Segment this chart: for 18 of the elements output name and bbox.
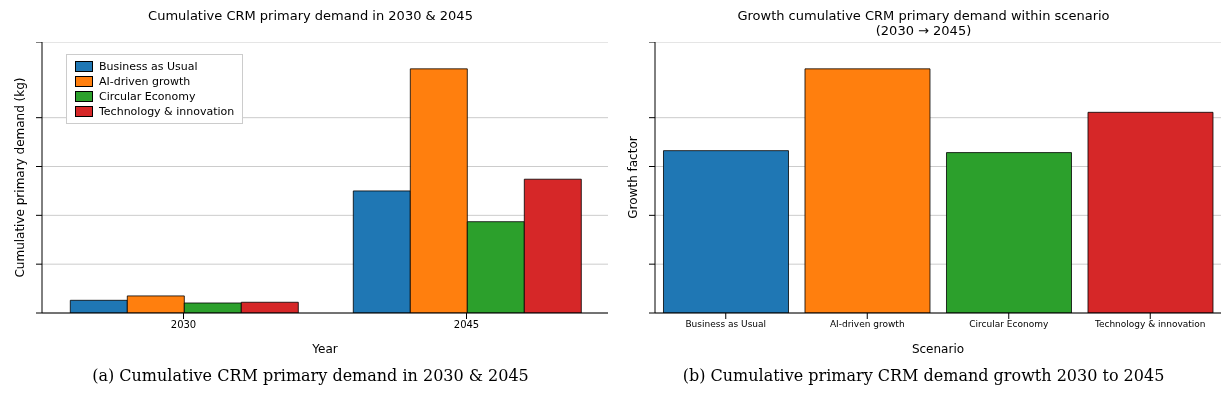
x-tick-label: Business as Usual — [685, 319, 767, 330]
legend-label: Business as Usual — [99, 59, 198, 74]
legend-label: Technology & innovation — [99, 104, 235, 119]
legend-label: AI-driven growth — [99, 74, 191, 89]
text: (b) Cumulative primary CRM demand growth 2030 to 2045 — [681, 366, 1166, 385]
legend-label: Circular Economy — [99, 89, 196, 104]
x-tick-label: Circular Economy — [969, 319, 1049, 330]
x-axis-title: Scenario — [911, 342, 965, 356]
text: (a) Cumulative CRM primary demand in 2030 & 2045 — [91, 366, 530, 385]
x-tick-label: Technology & innovation — [1093, 319, 1206, 330]
x-tick-label: 2045 — [453, 319, 480, 331]
chart-title: Cumulative CRM primary demand in 2030 & 2045 — [147, 8, 474, 25]
y-axis-title: Cumulative primary demand (kg) — [13, 77, 28, 278]
y-axis-title: Growth factor — [626, 136, 641, 219]
x-axis-title: Year — [311, 342, 338, 356]
x-tick-label: AI-driven growth — [829, 319, 905, 330]
x-tick-label: 2030 — [170, 319, 197, 331]
chart-title: Growth cumulative CRM primary demand within scenario (2030 → 2045) — [736, 8, 1111, 40]
